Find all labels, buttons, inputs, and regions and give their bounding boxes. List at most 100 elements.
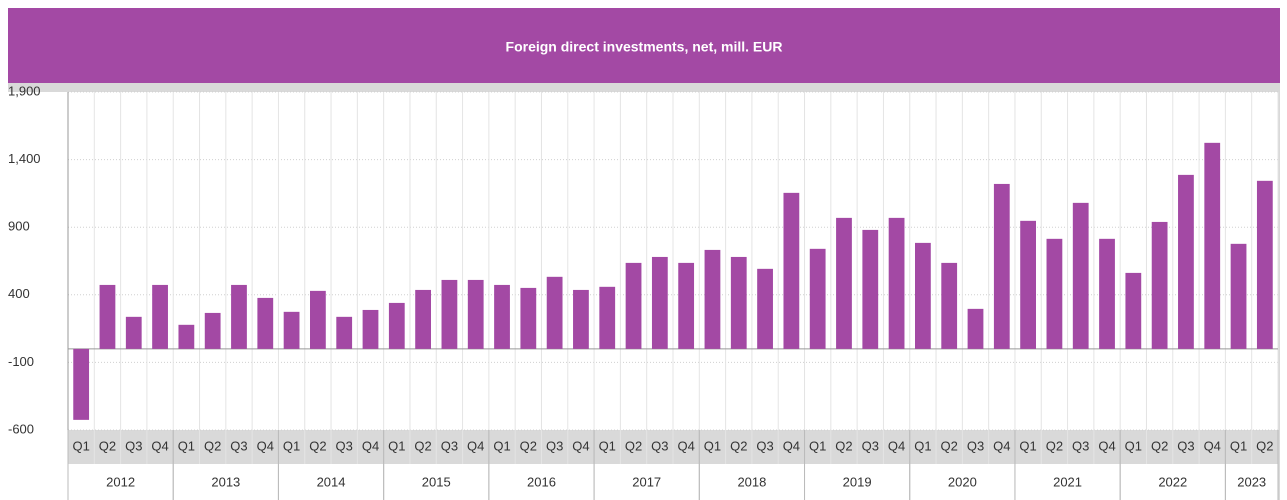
x-tick-label: Q3	[862, 438, 879, 453]
bar	[862, 229, 879, 349]
bar	[625, 262, 642, 349]
year-label: 2013	[211, 474, 240, 489]
y-tick-label: 1,900	[8, 83, 41, 98]
year-label: 2019	[843, 474, 872, 489]
x-tick-label: Q2	[1151, 438, 1168, 453]
bar	[836, 217, 852, 349]
bar	[1099, 238, 1115, 349]
x-tick-label: Q3	[1072, 438, 1089, 453]
title-banner	[8, 8, 1280, 83]
x-tick-label: Q2	[730, 438, 747, 453]
year-label: 2021	[1053, 474, 1082, 489]
bar	[257, 297, 274, 349]
x-tick-label: Q1	[388, 438, 405, 453]
bar	[809, 248, 826, 349]
x-tick-label: Q3	[1177, 438, 1194, 453]
year-label: 2022	[1158, 474, 1187, 489]
x-tick-label: Q1	[283, 438, 300, 453]
bar	[1020, 220, 1036, 349]
bar	[1256, 180, 1273, 349]
x-tick-label: Q4	[677, 438, 694, 453]
x-tick-label: Q3	[756, 438, 773, 453]
x-tick-label: Q2	[99, 438, 116, 453]
bar	[915, 242, 931, 349]
bar	[993, 183, 1010, 349]
bar	[546, 276, 563, 349]
x-tick-label: Q2	[625, 438, 642, 453]
bar	[1046, 238, 1063, 349]
x-tick-label: Q4	[993, 438, 1010, 453]
x-tick-label: Q2	[414, 438, 431, 453]
x-tick-label: Q3	[441, 438, 458, 453]
year-label: 2014	[317, 474, 346, 489]
x-tick-label: Q1	[1230, 438, 1247, 453]
year-label: 2012	[106, 474, 135, 489]
x-tick-label: Q1	[914, 438, 931, 453]
bar	[494, 284, 510, 349]
bar	[231, 284, 247, 349]
bar	[336, 316, 353, 349]
x-tick-label: Q3	[336, 438, 353, 453]
year-label: 2017	[632, 474, 661, 489]
bar	[1151, 221, 1168, 349]
bar	[704, 249, 721, 349]
year-label: 2020	[948, 474, 977, 489]
bar	[757, 268, 773, 349]
y-tick-label: 400	[8, 286, 30, 301]
y-tick-label: -600	[8, 421, 34, 436]
bar	[967, 308, 984, 349]
x-tick-label: Q4	[151, 438, 168, 453]
x-tick-label: Q2	[835, 438, 852, 453]
x-tick-label: Q2	[1046, 438, 1063, 453]
bar	[941, 262, 958, 349]
bar	[415, 289, 431, 349]
y-tick-label: -100	[8, 354, 34, 369]
x-tick-label: Q1	[809, 438, 826, 453]
chart-title: Foreign direct investments, net, mill. E…	[506, 39, 783, 55]
x-tick-label: Q2	[520, 438, 537, 453]
x-tick-label: Q2	[941, 438, 958, 453]
x-tick-label: Q4	[1204, 438, 1221, 453]
year-label: 2023	[1237, 474, 1266, 489]
bar	[362, 309, 379, 349]
bar	[152, 284, 168, 349]
year-label: 2015	[422, 474, 451, 489]
x-tick-label: Q4	[1098, 438, 1115, 453]
bar	[1125, 272, 1142, 349]
frame	[8, 83, 1280, 92]
x-tick-label: Q4	[783, 438, 800, 453]
bar	[1230, 243, 1247, 349]
x-tick-label: Q3	[967, 438, 984, 453]
x-tick-label: Q2	[1256, 438, 1273, 453]
y-tick-label: 1,400	[8, 151, 41, 166]
x-tick-label: Q2	[309, 438, 326, 453]
frame	[1278, 83, 1280, 500]
bar	[388, 302, 405, 349]
x-tick-label: Q4	[467, 438, 484, 453]
x-tick-label: Q3	[125, 438, 142, 453]
bar	[99, 284, 116, 349]
bar	[783, 192, 800, 349]
y-tick-label: 900	[8, 219, 30, 234]
x-tick-label: Q1	[493, 438, 510, 453]
bar	[178, 324, 195, 349]
x-tick-label: Q1	[599, 438, 616, 453]
x-tick-label: Q3	[230, 438, 247, 453]
year-label: 2018	[737, 474, 766, 489]
x-tick-label: Q1	[72, 438, 89, 453]
bar	[441, 279, 458, 349]
x-tick-label: Q1	[1125, 438, 1142, 453]
bar	[125, 316, 142, 349]
x-tick-label: Q4	[362, 438, 379, 453]
year-label: 2016	[527, 474, 556, 489]
x-tick-label: Q4	[888, 438, 905, 453]
bar	[1204, 142, 1221, 349]
bar	[310, 290, 326, 349]
bar	[888, 217, 905, 349]
bar	[678, 262, 695, 349]
x-tick-label: Q2	[204, 438, 221, 453]
bar	[1178, 174, 1194, 349]
x-tick-label: Q1	[1019, 438, 1036, 453]
bar	[651, 256, 668, 349]
